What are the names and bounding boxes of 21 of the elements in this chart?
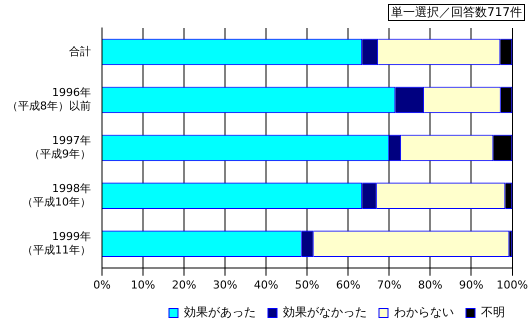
x-tick-label: 80%: [418, 278, 442, 292]
legend-label: 効果がなかった: [283, 305, 367, 320]
x-tick-label: 30%: [212, 278, 238, 292]
legend-label: わからない: [394, 305, 454, 320]
y-tick-label: 1997年（平成9年）: [29, 134, 91, 160]
legend-label: 不明: [481, 305, 505, 320]
x-tick-label: 20%: [172, 278, 196, 292]
x-tick-label: 100%: [496, 278, 528, 292]
y-tick-label: 1998年（平成10年）: [22, 182, 91, 208]
y-tick-label: 合計: [69, 44, 91, 58]
x-tick-label: 0%: [93, 278, 111, 292]
x-tick-label: 10%: [130, 278, 156, 292]
y-tick-label: 1999年（平成11年）: [22, 230, 91, 256]
text: 単一選択／回答数717件: [388, 4, 525, 21]
x-tick-label: 60%: [336, 278, 360, 292]
legend-label: 効果があった: [184, 305, 256, 320]
x-tick-label: 50%: [294, 278, 320, 292]
x-tick-label: 70%: [376, 278, 402, 292]
y-tick-label: 1996年（平成8年）以前: [7, 86, 91, 112]
x-tick-label: 90%: [459, 278, 484, 292]
x-tick-label: 40%: [254, 278, 278, 292]
